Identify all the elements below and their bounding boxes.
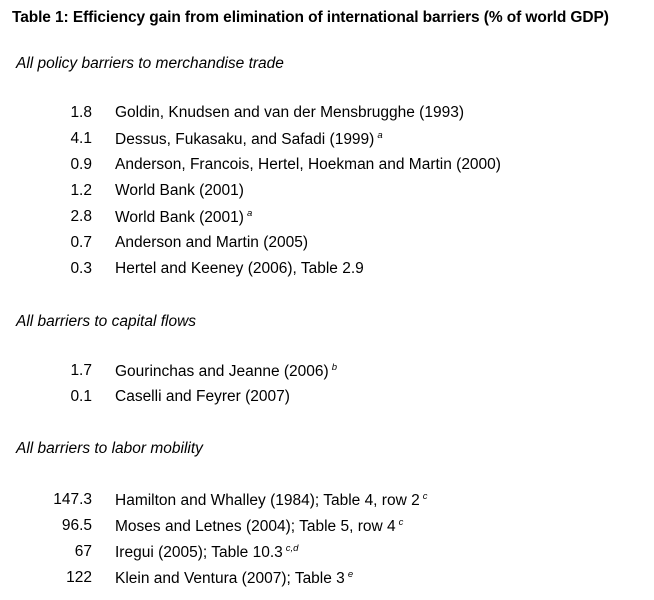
gain-value: 4.1 [70,130,92,147]
source-citation: World Bank (2001) [115,182,244,199]
source-citation: Iregui (2005); Table 10.3 c,d [115,543,299,561]
source-citation: Anderson, Francois, Hertel, Hoekman and … [115,156,501,173]
gain-value: 2.8 [70,208,92,225]
gain-value: 0.7 [70,234,92,251]
table-title: Table 1: Efficiency gain from eliminatio… [12,9,609,26]
table-row: 4.1 Dessus, Fukasaku, and Safadi (1999) a [0,130,654,152]
table-row: 0.3 Hertel and Keeney (2006), Table 2.9 [0,260,654,282]
table-row: 67 Iregui (2005); Table 10.3 c,d [0,543,654,565]
source-citation: Anderson and Martin (2005) [115,234,309,251]
gain-value: 122 [66,569,92,586]
table-row: 96.5 Moses and Letnes (2004); Table 5, r… [0,517,654,539]
table-row: 0.7 Anderson and Martin (2005) [0,234,654,256]
source-citation: Dessus, Fukasaku, and Safadi (1999) a [115,130,383,148]
gain-value: 0.3 [70,260,92,277]
footnote-marker: c,d [285,543,299,554]
source-citation: Hertel and Keeney (2006), Table 2.9 [115,260,364,277]
table-row: 147.3 Hamilton and Whalley (1984); Table… [0,491,654,513]
gain-value: 67 [74,543,92,560]
table-row: 2.8 World Bank (2001) a [0,208,654,230]
footnote-marker: c [398,517,404,528]
section-heading-merchandise-trade: All policy barriers to merchandise trade [16,55,284,72]
footnote-marker: c [422,491,428,502]
source-citation: Goldin, Knudsen and van der Mensbrugghe … [115,104,464,121]
gain-value: 147.3 [53,491,92,508]
section-heading-capital-flows: All barriers to capital flows [16,313,197,330]
gain-value: 0.9 [70,156,92,173]
gain-value: 96.5 [61,517,92,534]
source-citation: Gourinchas and Jeanne (2006) b [115,362,337,380]
table-row: 1.7 Gourinchas and Jeanne (2006) b [0,362,654,384]
footnote-marker: b [331,362,337,373]
gain-value: 1.2 [70,182,92,199]
source-citation: World Bank (2001) a [115,208,253,226]
gain-value: 1.7 [70,362,92,379]
footnote-marker: e [347,569,354,580]
footnote-marker: a [246,208,253,219]
table-row: 1.8 Goldin, Knudsen and van der Mensbrug… [0,104,654,126]
source-citation: Caselli and Feyrer (2007) [115,388,290,405]
table-row: 0.1 Caselli and Feyrer (2007) [0,388,654,410]
table-row: 0.9 Anderson, Francois, Hertel, Hoekman … [0,156,654,178]
gain-value: 1.8 [70,104,92,121]
source-citation: Hamilton and Whalley (1984); Table 4, ro… [115,491,428,509]
section-heading-labor-mobility: All barriers to labor mobility [16,440,203,457]
footnote-marker: a [377,130,383,141]
table-row: 1.2 World Bank (2001) [0,182,654,204]
gain-value: 0.1 [70,388,92,405]
